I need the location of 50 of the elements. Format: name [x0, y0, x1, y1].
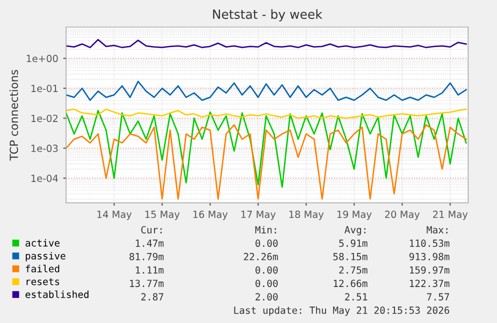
text: Min: — [255, 226, 276, 234]
x-tick-label: 16 May — [193, 210, 228, 220]
legend-label: active — [26, 239, 60, 247]
text: 0.00 — [256, 240, 278, 247]
text: 22.26m — [244, 252, 278, 260]
text: 2.75m — [339, 266, 368, 274]
line-series — [66, 38, 467, 48]
y-tick-label: 1e-01 — [31, 84, 58, 92]
x-tick-label: 18 May — [289, 210, 324, 220]
y-tick-label: 1e-02 — [31, 114, 58, 122]
text: 110.53m — [410, 240, 450, 247]
text: 1.47m — [136, 240, 164, 247]
text: 2.87 — [141, 293, 164, 300]
y-axis-title: TCP connections — [9, 70, 18, 161]
x-tick-label: 15 May — [145, 210, 180, 220]
line-series — [66, 110, 467, 188]
chart-title: Netstat - by week — [213, 9, 322, 22]
text: 7.57 — [427, 293, 450, 300]
text: 13.77m — [130, 280, 164, 288]
text: 12.66m — [334, 280, 368, 288]
text: 58.15m — [333, 252, 368, 260]
x-tick-label: 20 May — [385, 210, 420, 220]
text: Cur: — [141, 226, 162, 234]
legend-label: passive — [26, 252, 66, 262]
text: Last update: Thu May 21 20:15:53 2026 — [234, 306, 450, 316]
x-tick-label: 19 May — [337, 210, 372, 220]
text: 122.37m — [410, 280, 450, 288]
legend-label: resets — [26, 278, 60, 286]
text: 913.98m — [409, 252, 450, 260]
text: 81.79m — [130, 252, 164, 260]
text: Max: — [426, 226, 448, 234]
line-series — [66, 80, 467, 101]
y-tick-label: 1e-04 — [31, 174, 58, 182]
y-tick-label: 1e-03 — [31, 144, 58, 152]
text: 5.91m — [339, 240, 368, 247]
x-tick-label: 14 May — [97, 210, 132, 220]
text: Avg: — [344, 226, 366, 236]
line-series — [66, 124, 467, 200]
text: 0.00 — [256, 266, 278, 274]
text: 2.51 — [345, 293, 368, 300]
line-series — [66, 108, 467, 119]
x-tick-label: 17 May — [241, 210, 276, 220]
y-tick-label: 1e+00 — [26, 54, 58, 62]
x-tick-label: 21 May — [433, 210, 468, 220]
text: 2.00 — [256, 293, 278, 300]
text: 159.97m — [410, 266, 450, 274]
legend-label: established — [26, 290, 88, 298]
text: 0.00 — [256, 280, 278, 288]
text: 1.11m — [136, 266, 164, 274]
legend-label: failed — [26, 264, 60, 272]
